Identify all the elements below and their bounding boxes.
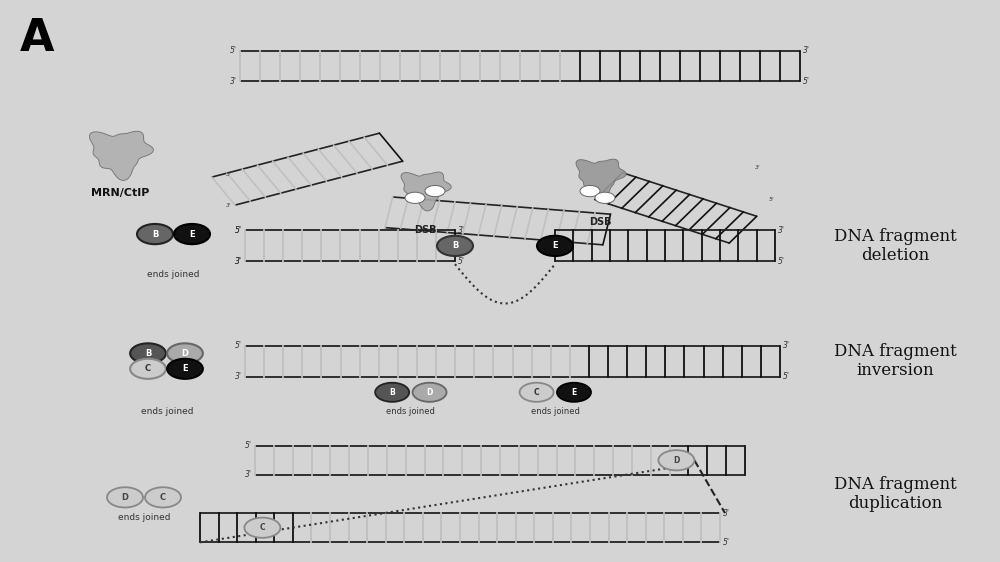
Text: E: E bbox=[189, 229, 195, 239]
Text: A: A bbox=[20, 17, 54, 60]
Text: 5': 5' bbox=[803, 77, 810, 86]
Circle shape bbox=[145, 487, 181, 507]
Text: 3': 3' bbox=[235, 257, 242, 266]
Text: C: C bbox=[145, 364, 151, 373]
Circle shape bbox=[595, 192, 615, 203]
Text: B: B bbox=[145, 349, 151, 358]
Text: E: E bbox=[552, 241, 558, 251]
Text: ends joined: ends joined bbox=[118, 513, 170, 522]
Text: D: D bbox=[122, 493, 128, 502]
Circle shape bbox=[580, 185, 600, 197]
Polygon shape bbox=[90, 131, 153, 180]
Text: C: C bbox=[260, 523, 265, 532]
Circle shape bbox=[405, 192, 425, 203]
Text: DSB: DSB bbox=[589, 217, 611, 228]
Circle shape bbox=[130, 359, 166, 379]
Circle shape bbox=[375, 383, 409, 402]
Circle shape bbox=[537, 236, 573, 256]
Circle shape bbox=[437, 236, 473, 256]
Text: E: E bbox=[571, 388, 577, 397]
Text: 3': 3' bbox=[723, 509, 730, 518]
Text: 3': 3' bbox=[803, 46, 810, 55]
Text: MRN/CtIP: MRN/CtIP bbox=[91, 188, 149, 198]
Text: 5': 5' bbox=[778, 257, 785, 266]
Text: 3': 3' bbox=[230, 77, 237, 86]
Text: 3': 3' bbox=[755, 165, 761, 170]
Text: 5': 5' bbox=[783, 372, 790, 381]
Circle shape bbox=[174, 224, 210, 244]
Text: C: C bbox=[160, 493, 166, 502]
Text: D: D bbox=[426, 388, 433, 397]
Circle shape bbox=[167, 343, 203, 364]
Text: 5': 5' bbox=[245, 441, 252, 450]
Text: B: B bbox=[389, 388, 395, 397]
Text: 3': 3' bbox=[778, 226, 785, 235]
Text: ends joined: ends joined bbox=[147, 270, 199, 279]
Text: 5': 5' bbox=[230, 46, 237, 55]
Circle shape bbox=[244, 518, 280, 538]
Text: B: B bbox=[152, 229, 158, 239]
Text: DNA fragment
inversion: DNA fragment inversion bbox=[834, 343, 956, 379]
Text: DSB: DSB bbox=[414, 225, 436, 235]
Text: 3': 3' bbox=[226, 203, 232, 207]
Text: 3': 3' bbox=[783, 341, 790, 350]
Text: 3': 3' bbox=[235, 257, 242, 266]
Text: 5': 5' bbox=[769, 197, 775, 202]
Circle shape bbox=[167, 359, 203, 379]
Text: ends joined: ends joined bbox=[141, 407, 193, 416]
Text: E: E bbox=[182, 364, 188, 373]
Text: 3': 3' bbox=[245, 470, 252, 479]
Circle shape bbox=[520, 383, 554, 402]
Text: ends joined: ends joined bbox=[386, 407, 435, 416]
Text: DNA fragment
duplication: DNA fragment duplication bbox=[834, 475, 956, 513]
Text: 5': 5' bbox=[235, 226, 242, 235]
Circle shape bbox=[137, 224, 173, 244]
Text: DNA fragment
deletion: DNA fragment deletion bbox=[834, 228, 956, 264]
Text: 5': 5' bbox=[235, 341, 242, 350]
Circle shape bbox=[130, 343, 166, 364]
Text: D: D bbox=[182, 349, 188, 358]
Text: ends joined: ends joined bbox=[531, 407, 580, 416]
Text: 5': 5' bbox=[458, 257, 465, 266]
Text: 5': 5' bbox=[235, 226, 242, 235]
Text: C: C bbox=[534, 388, 539, 397]
Text: D: D bbox=[673, 456, 680, 465]
Circle shape bbox=[107, 487, 143, 507]
Text: 5': 5' bbox=[226, 172, 232, 176]
Text: 3': 3' bbox=[235, 372, 242, 381]
Text: 3': 3' bbox=[458, 226, 465, 235]
Circle shape bbox=[658, 450, 694, 470]
Circle shape bbox=[425, 185, 445, 197]
Circle shape bbox=[413, 383, 447, 402]
Text: 5': 5' bbox=[723, 538, 730, 547]
Polygon shape bbox=[401, 172, 451, 211]
Circle shape bbox=[557, 383, 591, 402]
Polygon shape bbox=[576, 159, 626, 198]
Text: B: B bbox=[452, 241, 458, 251]
